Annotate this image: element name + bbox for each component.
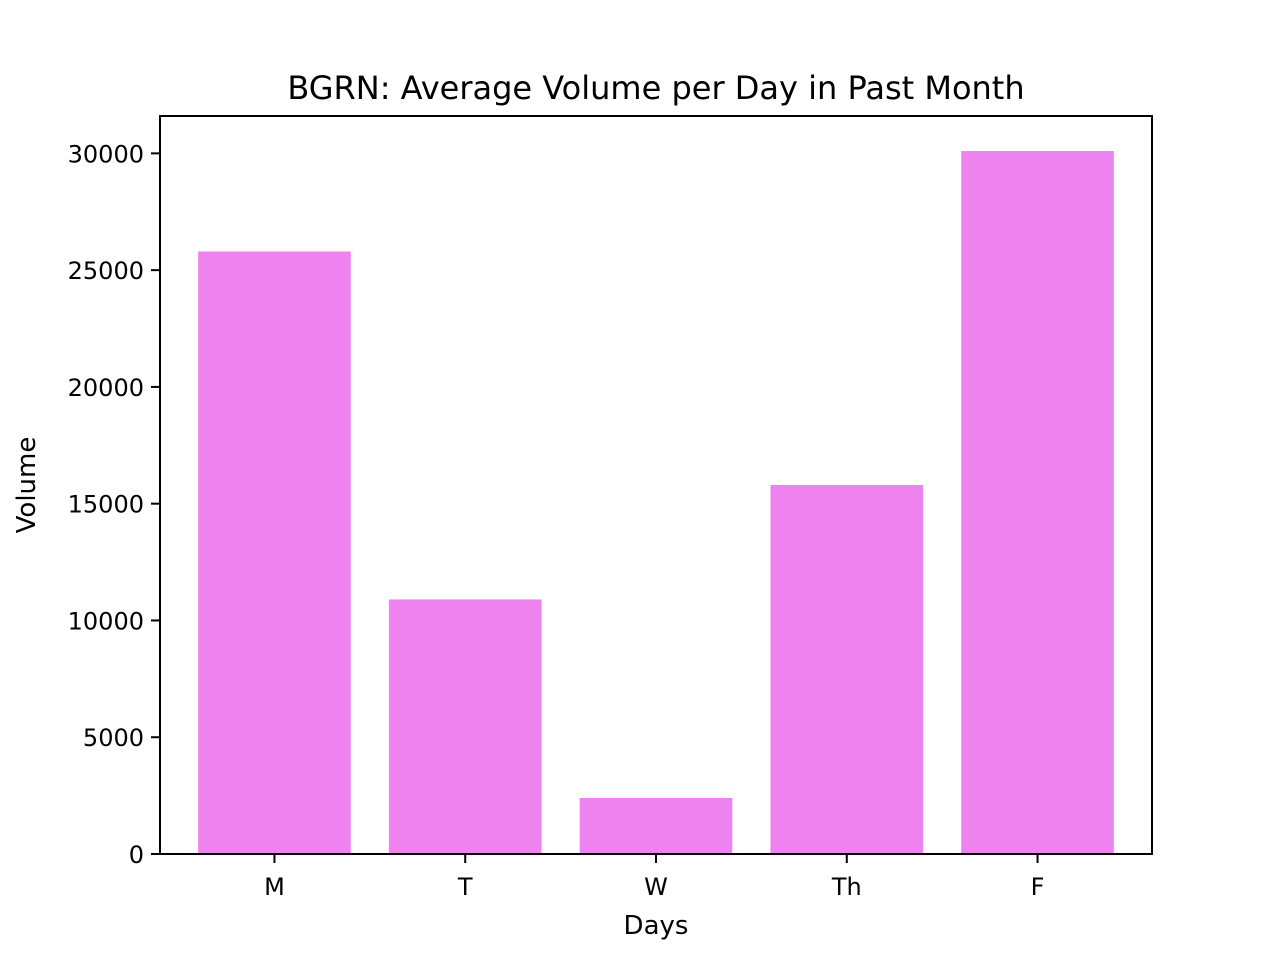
x-tick-label: T xyxy=(457,873,473,901)
y-axis-label: Volume xyxy=(12,437,42,534)
y-tick-label: 5000 xyxy=(83,724,144,752)
plot-frame xyxy=(159,115,1153,855)
x-tick-label: F xyxy=(1031,873,1045,901)
bar-w xyxy=(579,797,733,854)
x-tick-label: W xyxy=(644,873,668,901)
y-tick-label: 20000 xyxy=(68,374,144,402)
bar-f xyxy=(961,151,1114,855)
bars-group xyxy=(198,151,1114,855)
bar-t xyxy=(388,599,542,854)
x-tick-label: M xyxy=(264,873,285,901)
bar-m xyxy=(198,251,351,855)
bar-th xyxy=(770,485,924,854)
x-tick-label: Th xyxy=(831,873,862,901)
y-tick-label: 25000 xyxy=(68,257,144,285)
y-tick-label: 15000 xyxy=(68,491,144,519)
x-axis-ticks: M T W Th F xyxy=(264,854,1044,901)
y-tick-label: 10000 xyxy=(68,607,144,635)
y-tick-label: 0 xyxy=(129,841,144,869)
y-tick-label: 30000 xyxy=(68,140,144,168)
x-axis-label: Days xyxy=(624,911,689,941)
chart-title: BGRN: Average Volume per Day in Past Mon… xyxy=(287,69,1024,107)
y-axis-ticks: 0 5000 10000 15000 20000 25000 30000 xyxy=(68,140,160,869)
